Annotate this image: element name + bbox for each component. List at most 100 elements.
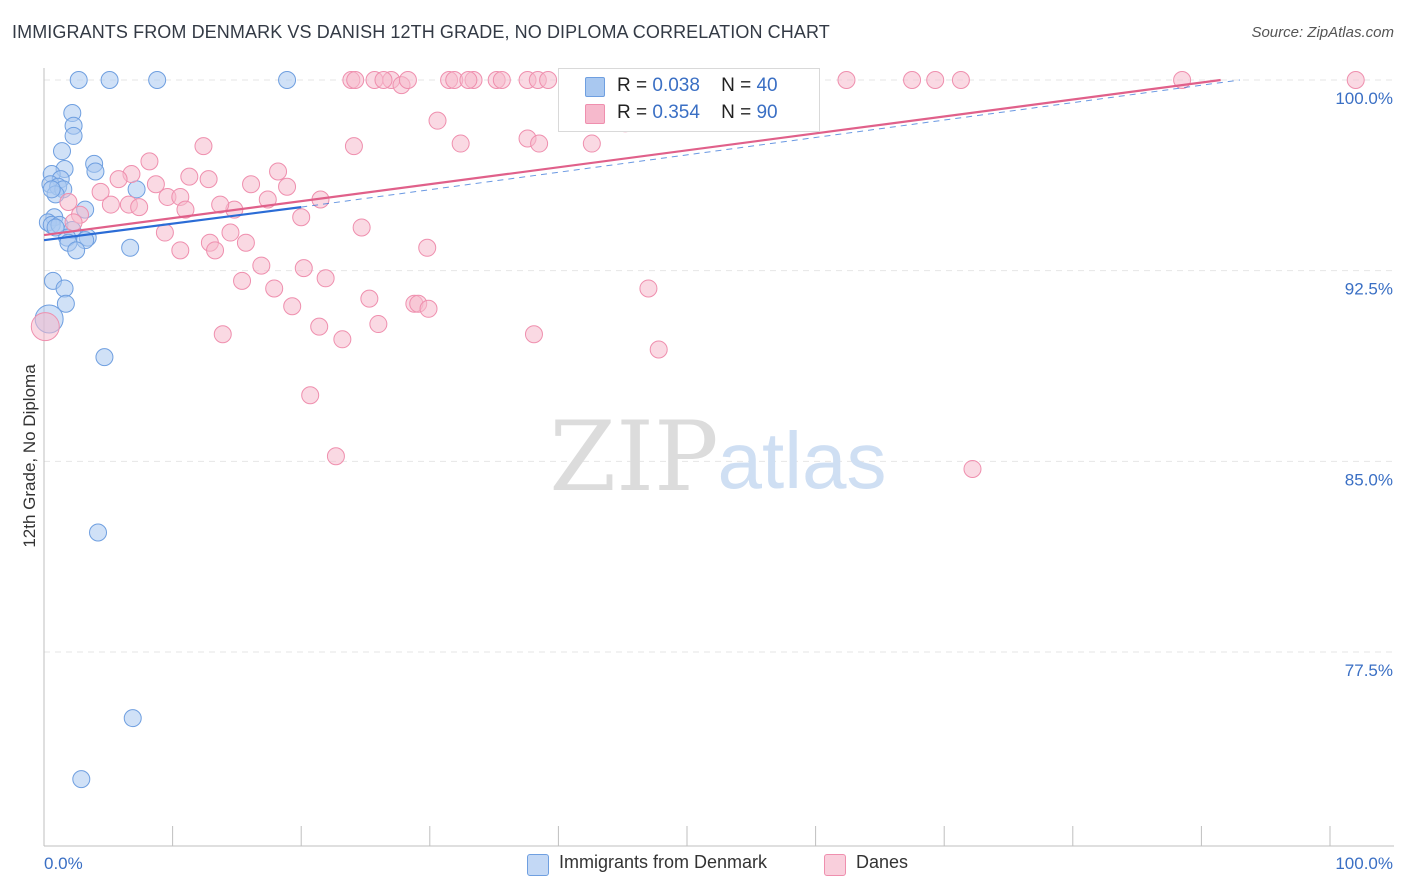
immigrants-point	[64, 126, 83, 145]
danes-point	[1346, 71, 1365, 89]
series-immigrants-points	[34, 71, 297, 789]
danes-point	[140, 152, 159, 171]
immigrants-point	[72, 770, 91, 789]
immigrants-point	[89, 523, 108, 542]
danes-point	[292, 208, 311, 227]
immigrants-point	[46, 218, 65, 237]
legend-text: R = 0.354 N = 90	[617, 102, 778, 124]
legend-swatch-pink	[824, 854, 846, 876]
danes-point	[398, 71, 417, 89]
immigrants-trend-extension	[301, 79, 1241, 208]
r-value: 0.038	[652, 75, 700, 96]
immigrants-point	[127, 180, 146, 199]
y-tick-label: 77.5%	[1345, 661, 1393, 680]
y-tick-label: 92.5%	[1345, 280, 1393, 299]
danes-point	[344, 137, 363, 156]
source-label: Source: ZipAtlas.com	[1251, 24, 1394, 41]
immigrants-point	[42, 180, 61, 199]
legend-swatch-pink	[585, 104, 605, 124]
danes-point	[155, 223, 174, 242]
r-label: R =	[617, 75, 648, 96]
danes-point	[310, 317, 329, 336]
n-label: N =	[721, 102, 752, 123]
danes-point	[109, 170, 128, 189]
stats-legend: R = 0.038 N = 40 R = 0.354 N = 90	[558, 68, 820, 132]
danes-point	[346, 71, 365, 89]
danes-point	[64, 213, 83, 232]
immigrants-point	[95, 348, 114, 367]
danes-point	[352, 218, 371, 237]
immigrants-point	[69, 71, 88, 89]
watermark-zip: ZIP	[549, 401, 718, 513]
danes-point	[258, 190, 277, 209]
danes-point	[360, 289, 379, 308]
danes-point	[326, 447, 345, 466]
danes-point	[206, 241, 225, 260]
danes-point	[91, 182, 110, 201]
danes-point	[294, 259, 313, 278]
legend-swatch-blue	[585, 77, 605, 97]
immigrants-point	[55, 279, 74, 298]
danes-point	[459, 71, 478, 89]
danes-point	[582, 134, 601, 153]
danes-point	[236, 233, 255, 252]
axes	[43, 68, 1394, 847]
danes-point	[213, 325, 232, 344]
danes-point	[649, 340, 668, 359]
immigrants-point	[121, 238, 140, 257]
danes-point	[837, 71, 856, 89]
immigrants-point	[86, 162, 105, 181]
r-label: R =	[617, 102, 648, 123]
immigrants-point	[100, 71, 119, 89]
danes-point	[278, 177, 297, 196]
y-axis-label: 12th Grade, No Diploma	[20, 364, 39, 548]
y-tick-label: 100.0%	[1335, 89, 1393, 108]
danes-point	[428, 111, 447, 130]
danes-point	[199, 170, 218, 189]
legend-label: Danes	[856, 852, 909, 872]
danes-point	[369, 315, 388, 334]
danes-point	[374, 71, 393, 89]
danes-point	[419, 299, 438, 318]
immigrants-point	[278, 71, 297, 89]
danes-point	[211, 195, 230, 214]
danes-point	[963, 459, 982, 478]
danes-point	[30, 312, 60, 342]
danes-point	[221, 223, 240, 242]
immigrants-point	[53, 142, 72, 161]
danes-point	[59, 193, 78, 212]
danes-point	[233, 271, 252, 290]
n-label: N =	[721, 75, 752, 96]
danes-trend-line	[43, 78, 1221, 237]
x-tick-label-min: 0.0%	[44, 854, 83, 873]
grid-lines	[44, 79, 1394, 653]
danes-point	[530, 134, 549, 153]
danes-point	[926, 71, 945, 89]
danes-point	[242, 175, 261, 194]
danes-point	[418, 238, 437, 257]
immigrants-trend-line	[43, 206, 302, 242]
trend-lines	[43, 78, 1241, 242]
immigrants-point	[148, 71, 167, 89]
x-tick-labels: 0.0% 100.0%	[44, 854, 1393, 873]
immigrants-point	[67, 241, 86, 260]
danes-point	[171, 241, 190, 260]
danes-point	[316, 269, 335, 288]
y-tick-labels: 77.5% 85.0% 92.5% 100.0%	[1335, 89, 1393, 680]
danes-point	[451, 134, 470, 153]
r-value: 0.354	[652, 102, 700, 123]
immigrants-point	[123, 709, 142, 728]
danes-point	[639, 279, 658, 298]
danes-point	[951, 71, 970, 89]
n-value: 90	[756, 102, 778, 123]
danes-point	[283, 297, 302, 316]
legend-label: Immigrants from Denmark	[559, 852, 768, 872]
danes-point	[301, 386, 320, 405]
watermark-atlas: atlas	[718, 416, 887, 505]
chart-title: IMMIGRANTS FROM DENMARK VS DANISH 12TH G…	[12, 22, 830, 42]
danes-point	[333, 330, 352, 349]
danes-point	[176, 200, 195, 219]
x-tick-label-max: 100.0%	[1335, 854, 1393, 873]
danes-point	[269, 162, 288, 181]
